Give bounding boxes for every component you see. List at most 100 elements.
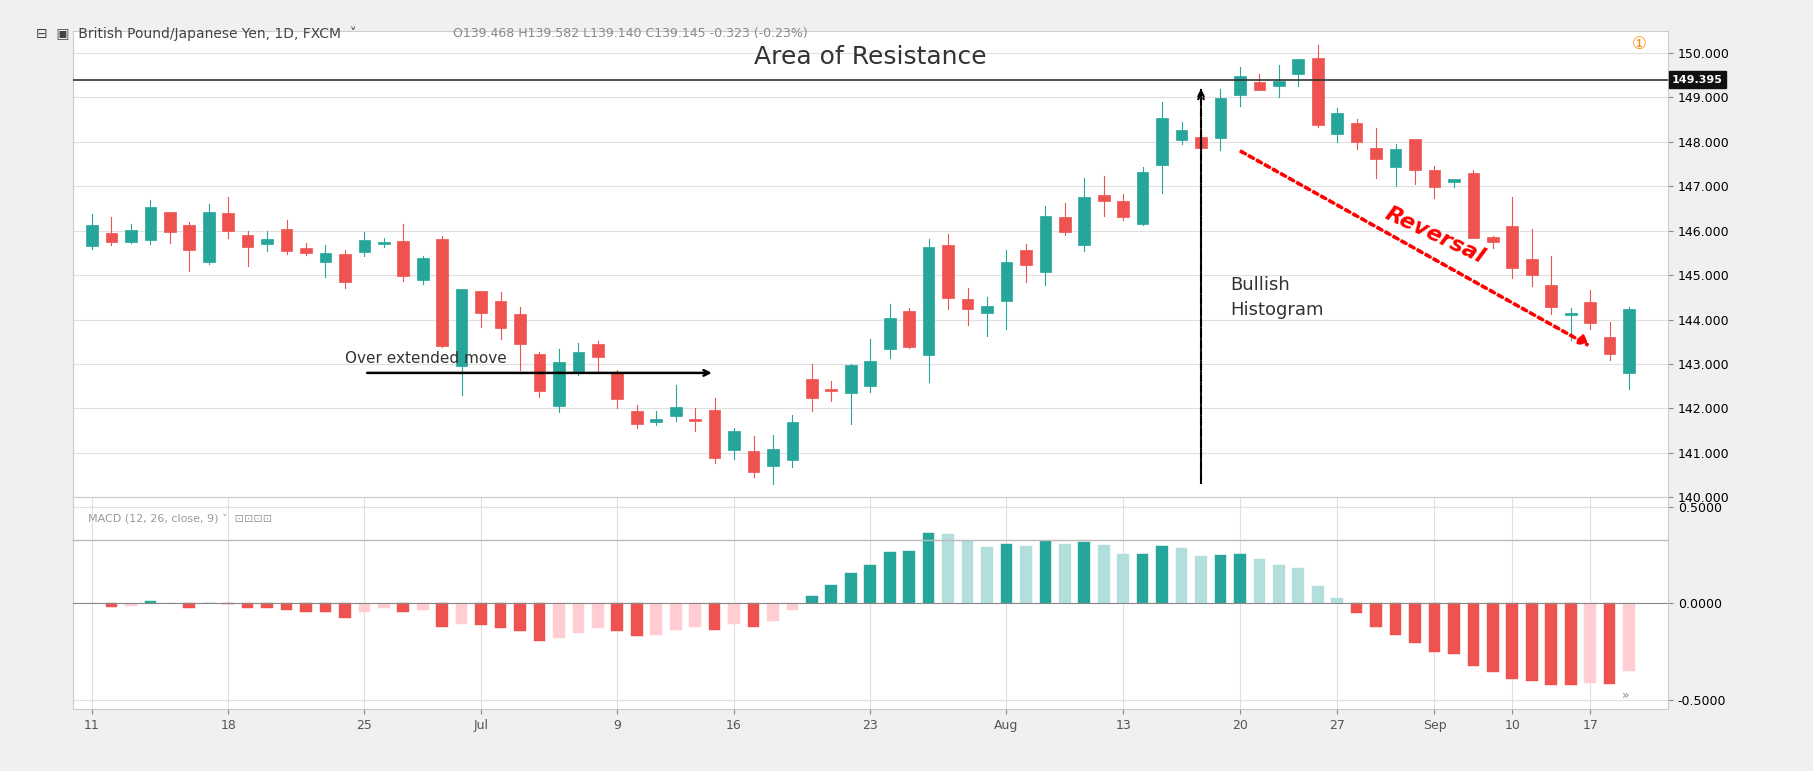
Bar <box>1623 308 1635 373</box>
Bar <box>417 258 428 280</box>
Bar <box>923 247 934 355</box>
Bar <box>1605 603 1615 684</box>
Bar <box>611 603 624 631</box>
Bar <box>593 344 604 357</box>
Bar <box>1351 123 1363 143</box>
Bar <box>515 314 526 344</box>
Bar <box>961 540 974 603</box>
Bar <box>1585 603 1595 683</box>
Bar <box>1313 586 1323 603</box>
Bar <box>1273 565 1285 603</box>
Bar <box>87 225 98 246</box>
Bar <box>281 230 292 251</box>
Bar <box>533 603 546 641</box>
Text: MACD (12, 26, close, 9) ˅  ⊡⊡⊡⊡: MACD (12, 26, close, 9) ˅ ⊡⊡⊡⊡ <box>89 514 272 524</box>
Bar <box>573 603 584 632</box>
Bar <box>281 603 292 611</box>
Bar <box>183 603 196 608</box>
Bar <box>397 603 410 612</box>
Bar <box>1487 237 1499 242</box>
Bar <box>787 603 798 610</box>
Bar <box>1021 251 1032 264</box>
Bar <box>1585 302 1595 322</box>
Bar <box>105 233 118 242</box>
Text: »: » <box>1621 689 1630 702</box>
Bar <box>689 603 702 627</box>
Bar <box>553 362 566 406</box>
Text: Area of Resistance: Area of Resistance <box>754 45 986 69</box>
Bar <box>709 603 720 631</box>
Bar <box>1215 98 1226 139</box>
Bar <box>1235 76 1246 95</box>
Bar <box>377 241 390 244</box>
Bar <box>767 603 780 621</box>
Bar <box>631 603 642 636</box>
Bar <box>1079 542 1090 603</box>
Bar <box>631 412 642 424</box>
Bar <box>1565 313 1577 315</box>
Bar <box>611 373 624 399</box>
Bar <box>455 603 468 624</box>
Bar <box>981 305 994 312</box>
Bar <box>1001 544 1012 603</box>
Bar <box>1175 547 1188 603</box>
Bar <box>125 603 136 607</box>
Bar <box>981 547 994 603</box>
Bar <box>1409 139 1421 170</box>
Bar <box>455 289 468 365</box>
Bar <box>319 254 332 262</box>
Bar <box>495 603 506 628</box>
Bar <box>689 419 702 421</box>
Bar <box>1331 113 1343 134</box>
Bar <box>475 291 488 312</box>
Bar <box>1449 603 1459 655</box>
Bar <box>651 419 662 422</box>
Bar <box>241 603 254 608</box>
Bar <box>747 603 760 627</box>
Bar <box>1391 603 1401 635</box>
Bar <box>1331 598 1343 603</box>
Text: Over extended move: Over extended move <box>344 352 506 366</box>
Bar <box>1293 59 1304 74</box>
Bar <box>903 311 916 348</box>
Bar <box>807 596 818 603</box>
Bar <box>885 318 896 348</box>
Bar <box>1623 603 1635 671</box>
Text: O139.468 H139.582 L139.140 C139.145 -0.323 (-0.23%): O139.468 H139.582 L139.140 C139.145 -0.3… <box>453 27 809 40</box>
Bar <box>105 603 118 607</box>
Bar <box>825 389 838 391</box>
Bar <box>1195 556 1207 603</box>
Bar <box>1001 261 1012 301</box>
Bar <box>845 573 856 603</box>
Bar <box>903 551 916 603</box>
Bar <box>437 603 448 627</box>
Bar <box>1215 555 1226 603</box>
Bar <box>495 301 506 328</box>
Bar <box>729 603 740 625</box>
Bar <box>573 352 584 372</box>
Bar <box>1021 547 1032 603</box>
Bar <box>261 603 274 608</box>
Bar <box>1273 81 1285 86</box>
Bar <box>1467 603 1479 666</box>
Bar <box>593 603 604 628</box>
Bar <box>377 603 390 608</box>
Bar <box>1429 170 1440 187</box>
Bar <box>1039 216 1052 272</box>
Bar <box>1313 58 1323 125</box>
Bar <box>787 422 798 460</box>
Bar <box>1175 130 1188 140</box>
Bar <box>125 231 136 242</box>
Bar <box>1099 195 1110 200</box>
Bar <box>669 603 682 630</box>
Bar <box>223 213 234 231</box>
Bar <box>417 603 428 611</box>
Bar <box>1117 200 1129 217</box>
Bar <box>1371 147 1382 159</box>
Bar <box>261 238 274 244</box>
Bar <box>825 585 838 603</box>
Bar <box>1507 603 1517 678</box>
Bar <box>1527 603 1537 681</box>
Text: ⊟  ▣  British Pound/Japanese Yen, 1D, FXCM  ˅: ⊟ ▣ British Pound/Japanese Yen, 1D, FXCM… <box>36 27 357 42</box>
Bar <box>1235 554 1246 603</box>
